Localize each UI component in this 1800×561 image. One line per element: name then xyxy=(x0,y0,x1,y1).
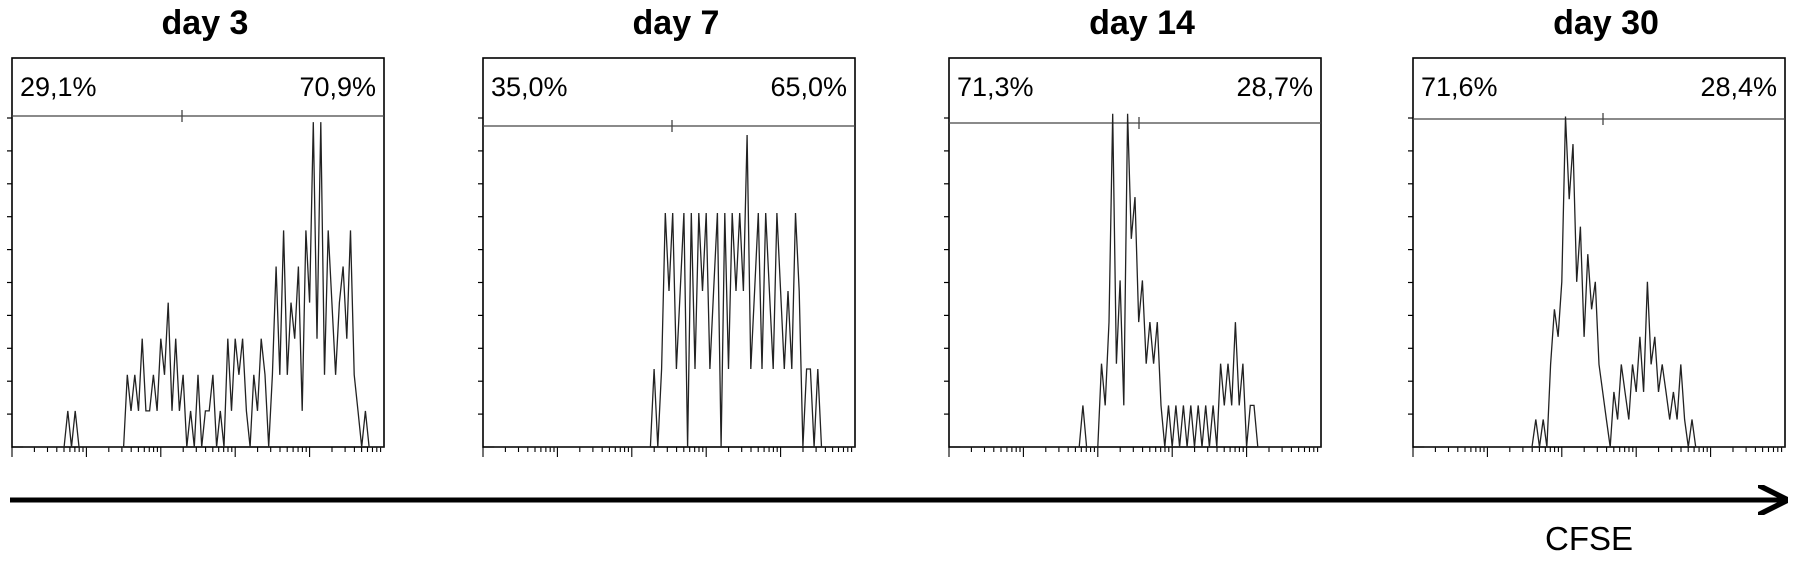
histogram-trace xyxy=(494,134,855,448)
histogram-trace xyxy=(1424,116,1785,448)
gate-left-percent: 35,0% xyxy=(491,72,568,102)
histogram-trace xyxy=(23,122,384,448)
plot-frame xyxy=(11,57,385,448)
gate-left-percent: 29,1% xyxy=(20,72,97,102)
cfse-axis-label: CFSE xyxy=(1545,520,1633,557)
histogram-panel: day 14 71,3% 28,7% xyxy=(944,4,1322,457)
gate-right-percent: 70,9% xyxy=(299,72,376,102)
histogram-panel: day 3 29,1% 70,9% xyxy=(7,4,385,457)
histogram-trace xyxy=(960,113,1321,448)
histogram-panel: day 30 71,6% 28,4% xyxy=(1408,4,1786,457)
panel-title: day 3 xyxy=(162,4,249,42)
histogram-panel: day 7 35,0% 65,0% xyxy=(478,4,856,457)
plot-frame xyxy=(948,57,1322,448)
panel-title: day 30 xyxy=(1553,4,1659,42)
panel-title: day 14 xyxy=(1089,4,1195,42)
panel-title: day 7 xyxy=(633,4,720,42)
gate-right-percent: 28,4% xyxy=(1700,72,1777,102)
gate-right-percent: 28,7% xyxy=(1236,72,1313,102)
plot-frame xyxy=(482,57,856,448)
plot-frame xyxy=(1412,57,1786,448)
gate-left-percent: 71,6% xyxy=(1421,72,1498,102)
histogram-panels: day 3 29,1% 70,9% day 7 35,0% 65,0% day 14 71,3… xyxy=(7,4,1786,457)
gate-left-percent: 71,3% xyxy=(957,72,1034,102)
gate-right-percent: 65,0% xyxy=(770,72,847,102)
